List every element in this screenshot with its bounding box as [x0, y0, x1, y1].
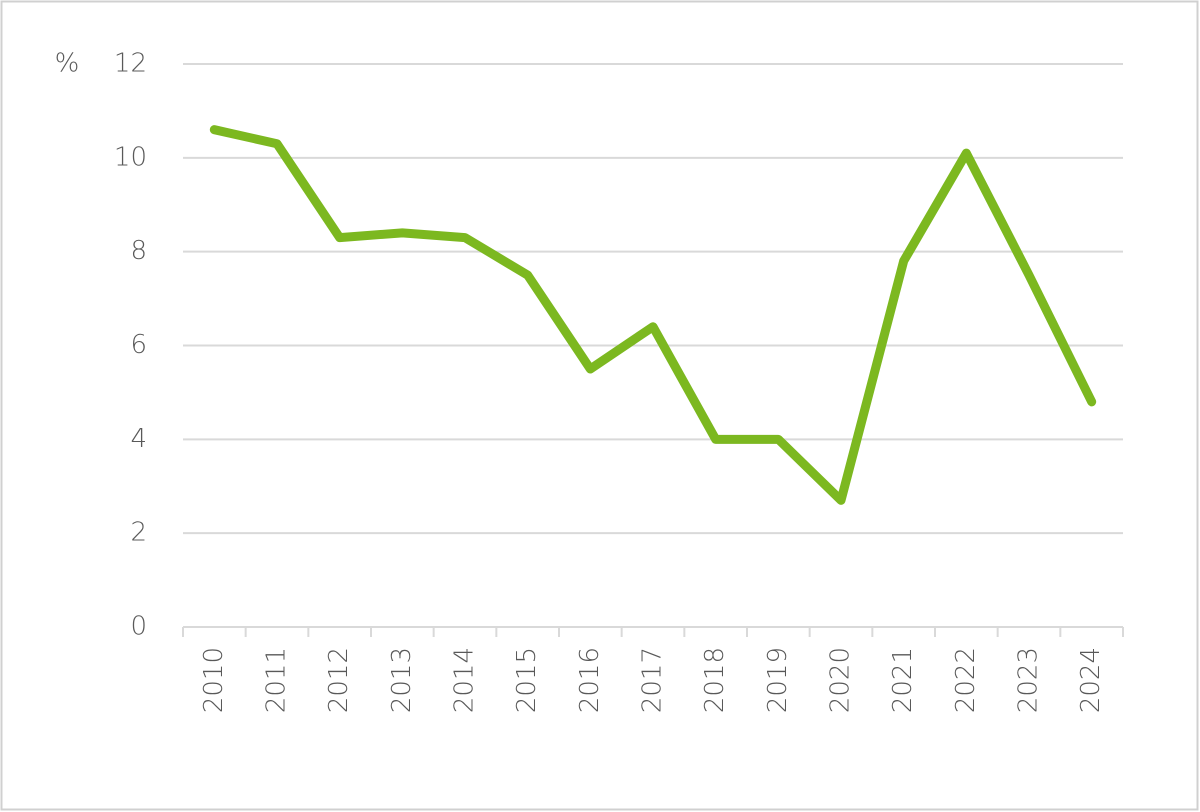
y-tick-label: 4 — [130, 424, 147, 454]
x-tick-label: 2022 — [951, 647, 981, 713]
x-tick-label: 2013 — [387, 647, 417, 713]
x-tick-label: 2024 — [1076, 647, 1106, 713]
x-tick-label: 2021 — [888, 647, 918, 713]
y-tick-label: 6 — [130, 330, 147, 360]
x-tick-label: 2017 — [638, 647, 668, 713]
data-line — [209, 125, 1097, 505]
x-tick-label: 2015 — [512, 647, 542, 713]
x-tick-label: 2014 — [450, 647, 480, 713]
y-tick-label: 12 — [114, 49, 147, 79]
x-tick-label: 2019 — [763, 647, 793, 713]
x-tick-label: 2023 — [1014, 647, 1044, 713]
y-tick-label: 2 — [130, 518, 147, 548]
y-axis-label: % — [55, 49, 80, 79]
x-tick-label: 2012 — [324, 647, 354, 713]
x-tick-label: 2011 — [262, 647, 292, 713]
y-tick-label: 0 — [130, 612, 147, 642]
x-tick-label: 2018 — [700, 647, 730, 713]
x-tick-label: 2020 — [826, 647, 856, 713]
y-tick-label: 10 — [114, 142, 147, 172]
y-tick-label: 8 — [130, 236, 147, 266]
x-tick-label: 2010 — [199, 647, 229, 713]
x-tick-label: 2016 — [575, 647, 605, 713]
